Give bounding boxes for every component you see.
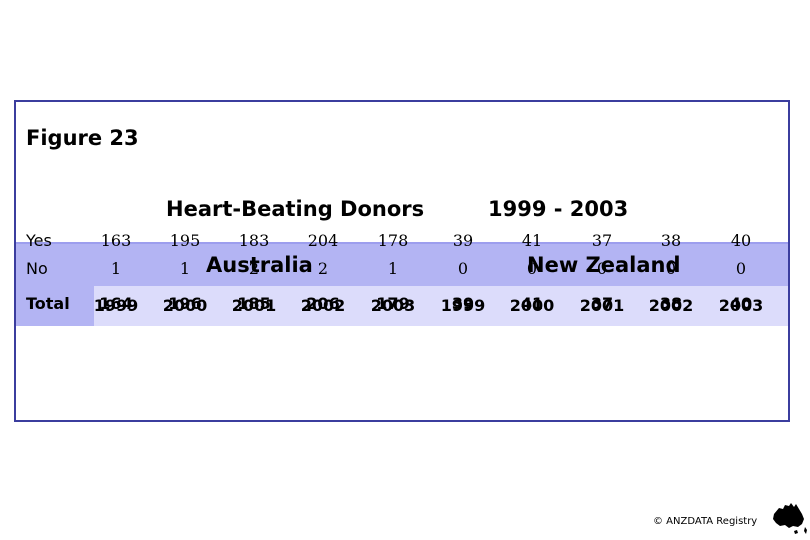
table-cell: 1 [387,259,399,278]
year-header-cell: 2003 [370,296,416,315]
table-cell: 195 [169,231,201,250]
table-cell: 38 [660,231,682,250]
table-cell: 0 [526,259,538,278]
table-cell: 0 [457,259,469,278]
table-cell: 1 [110,259,122,278]
year-header-cell: 2001 [231,296,277,315]
region-header-row [16,244,788,286]
year-header-cell: 2002 [648,296,694,315]
row-label: Total [26,294,70,313]
table-cell: 40 [729,294,753,313]
table-cell: 164 [99,294,133,313]
copyright-notice: © ANZDATA Registry [653,516,758,527]
table-cell: 163 [100,231,132,250]
table-cell: 206 [306,294,340,313]
table-cell: 196 [168,294,202,313]
region-new-zealand: New Zealand [527,253,681,277]
year-header-cell: 2001 [579,296,625,315]
year-header-cell: 2003 [718,296,764,315]
year-header-cell: 2000 [509,296,555,315]
figure-label: Figure 23 [26,126,139,150]
figure-title: Heart-Beating Donors [166,197,425,221]
figure-year-range: 1999 - 2003 [488,197,629,221]
table-cell: 183 [238,231,270,250]
table-cell: 204 [307,231,339,250]
table-cell: 0 [665,259,677,278]
row-label-header [16,286,94,326]
row-label: No [26,259,48,278]
table-cell: 1 [179,259,191,278]
table-cell: 2 [248,259,260,278]
figure-frame: Figure 23 Heart-Beating Donors 1999 - 20… [14,100,790,422]
table-cell: 37 [591,231,613,250]
table-cell: 40 [730,231,752,250]
table-cell: 185 [237,294,271,313]
table-cell: 2 [317,259,329,278]
header-divider [16,242,788,244]
year-header-cell: 2000 [162,296,208,315]
year-header-cell: 2002 [300,296,346,315]
year-header-row [94,286,788,326]
table-cell: 38 [659,294,683,313]
row-label: Yes [26,231,52,250]
year-header-cell: 1999 [93,296,139,315]
table-cell: 178 [377,231,409,250]
table-cell: 37 [590,294,614,313]
table-cell: 179 [376,294,410,313]
table-cell: 39 [451,294,475,313]
table-cell: 0 [596,259,608,278]
region-australia: Australia [206,253,313,277]
table-cell: 39 [452,231,474,250]
table-cell: 41 [520,294,544,313]
australia-map-icon [773,503,807,534]
table-cell: 41 [521,231,543,250]
table-cell: 0 [735,259,747,278]
year-header-cell: 1999 [440,296,486,315]
